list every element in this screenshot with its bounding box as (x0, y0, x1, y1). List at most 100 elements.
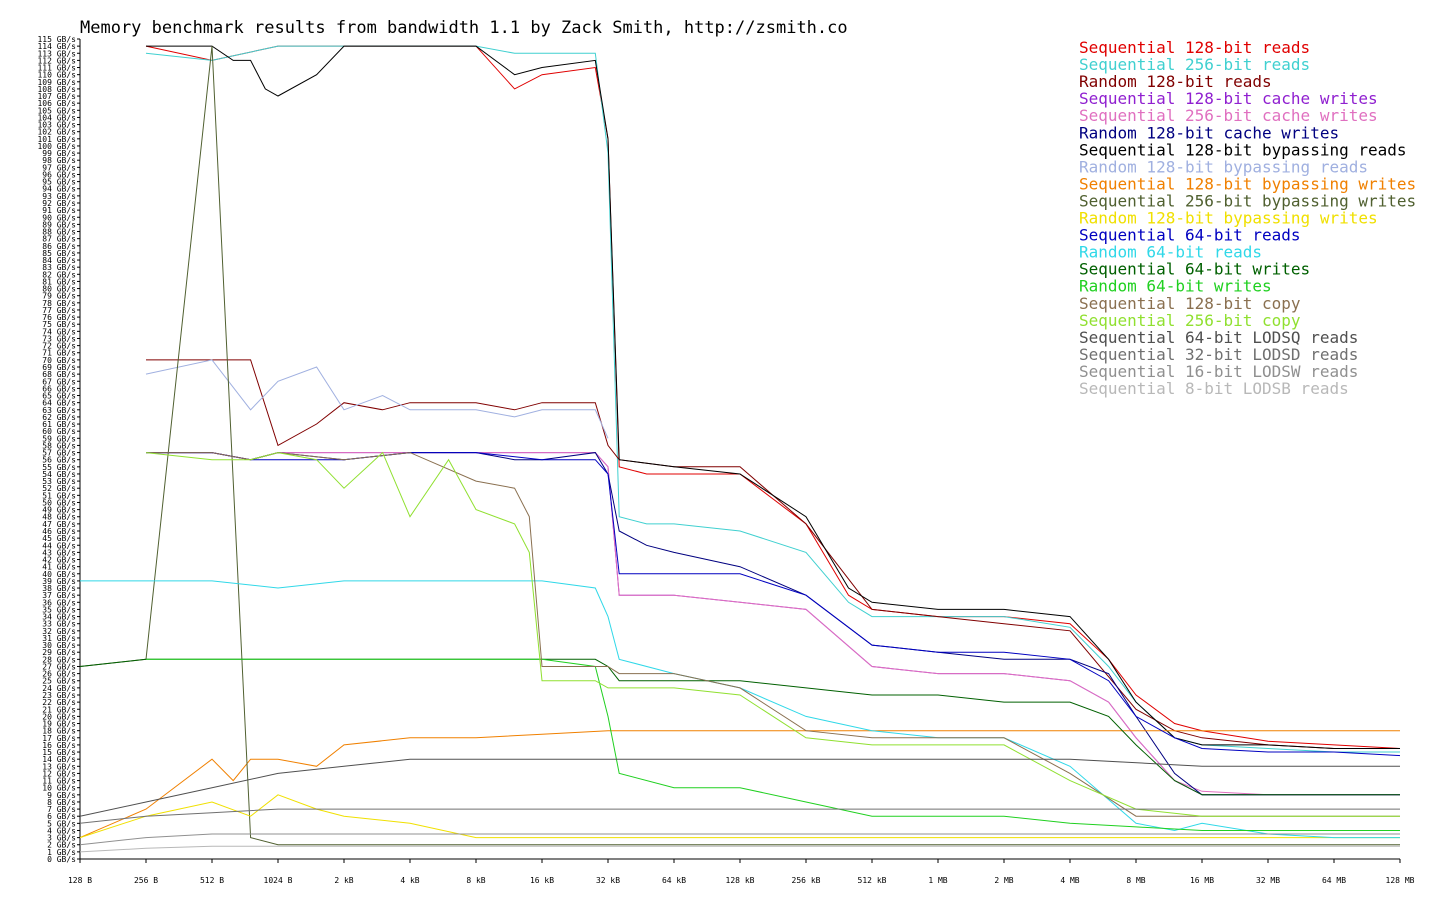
y-tick-label: 86 GB/s (42, 242, 76, 251)
x-tick-label: 32 kB (596, 876, 620, 885)
y-tick-label: 56 GB/s (42, 456, 76, 465)
series-line-20 (79, 833, 1400, 846)
x-tick-label: 256 kB (792, 876, 821, 885)
series-line-10 (79, 46, 1400, 846)
legend-entry-10: Sequential 256-bit bypassing writes (1079, 191, 1416, 210)
x-tick-label: 256 B (134, 876, 158, 885)
y-tick-label: 58 GB/s (42, 441, 76, 450)
series-line-8 (145, 359, 609, 439)
x-tick-labels: 128 B 256 B 512 B 1024 B 2 kB 4 kB 8 kB 16 kB 32… (68, 859, 1415, 885)
y-tick-label: 53 GB/s (42, 477, 76, 486)
y-tick-label: 49 GB/s (42, 506, 76, 515)
y-tick-label: 26 GB/s (42, 670, 76, 679)
y-tick-label: 107 GB/s (37, 92, 76, 101)
series-line-5 (146, 452, 1400, 796)
y-tick-label: 76 GB/s (42, 313, 76, 322)
x-tick-label: 8 kB (466, 876, 485, 885)
y-tick-label: 61 GB/s (42, 420, 76, 429)
y-tick-label: 77 GB/s (42, 306, 76, 315)
x-tick-label: 16 kB (530, 876, 554, 885)
y-tick-label: 45 GB/s (42, 534, 76, 543)
legend-entry-18: Sequential 64-bit LODSQ reads (1079, 328, 1358, 347)
y-tick-label: 112 GB/s (37, 56, 76, 65)
y-tick-label: 7 GB/s (47, 805, 76, 814)
x-tick-label: 512 kB (858, 876, 887, 885)
legend-entry-20: Sequential 16-bit LODSW reads (1079, 362, 1358, 381)
y-tick-label: 12 GB/s (42, 769, 76, 778)
y-tick-label: 13 GB/s (42, 762, 76, 771)
legend-entry-6: Random 128-bit cache writes (1079, 123, 1339, 142)
y-tick-label: 65 GB/s (42, 392, 76, 401)
y-tick-label: 4 GB/s (47, 826, 76, 835)
y-tick-label: 48 GB/s (42, 513, 76, 522)
y-tick-label: 54 GB/s (42, 470, 76, 479)
x-tick-label: 8 MB (1126, 876, 1145, 885)
y-tick-label: 20 GB/s (42, 712, 76, 721)
y-tick-label: 2 GB/s (47, 841, 76, 850)
x-tick-label: 1024 B (264, 876, 293, 885)
y-tick-label: 19 GB/s (42, 720, 76, 729)
y-tick-label: 89 GB/s (42, 220, 76, 229)
legend-entry-15: Random 64-bit writes (1079, 277, 1272, 296)
y-tick-label: 66 GB/s (42, 384, 76, 393)
x-tick-label: 128 MB (1386, 876, 1415, 885)
chart-title: Memory benchmark results from bandwidth … (80, 18, 848, 38)
y-tick-label: 35 GB/s (42, 605, 76, 614)
y-tick-label: 41 GB/s (42, 563, 76, 572)
y-tick-label: 27 GB/s (42, 662, 76, 671)
y-tick-label: 39 GB/s (42, 577, 76, 586)
legend-entry-3: Random 128-bit reads (1079, 72, 1272, 91)
y-tick-label: 24 GB/s (42, 684, 76, 693)
y-tick-label: 104 GB/s (37, 113, 76, 122)
y-tick-label: 92 GB/s (42, 199, 76, 208)
series-line-3 (146, 359, 1400, 749)
y-tick-label: 42 GB/s (42, 556, 76, 565)
y-tick-label: 47 GB/s (42, 520, 76, 529)
x-tick-label: 16 MB (1190, 876, 1214, 885)
legend-entry-17: Sequential 256-bit copy (1079, 311, 1301, 330)
y-tick-label: 37 GB/s (42, 591, 76, 600)
y-tick-label: 93 GB/s (42, 192, 76, 201)
y-tick-label: 84 GB/s (42, 256, 76, 265)
x-tick-label: 2 MB (994, 876, 1013, 885)
x-tick-label: 128 B (68, 876, 92, 885)
y-tick-label: 60 GB/s (42, 427, 76, 436)
y-tick-label: 32 GB/s (42, 627, 76, 636)
y-tick-label: 94 GB/s (42, 185, 76, 194)
series-line-14 (79, 658, 1400, 796)
legend-entry-13: Random 64-bit reads (1079, 243, 1262, 262)
y-tick-label: 16 GB/s (42, 741, 76, 750)
legend-entry-7: Sequential 128-bit bypassing reads (1079, 140, 1407, 159)
y-tick-label: 69 GB/s (42, 363, 76, 372)
y-tick-label: 96 GB/s (42, 170, 76, 179)
y-tick-label: 43 GB/s (42, 548, 76, 557)
y-tick-label: 21 GB/s (42, 705, 76, 714)
y-tick-label: 70 GB/s (42, 356, 76, 365)
y-tick-label: 115 GB/s (37, 35, 76, 44)
y-tick-label: 88 GB/s (42, 228, 76, 237)
legend-entry-11: Random 128-bit bypassing writes (1079, 209, 1378, 228)
series-line-16 (146, 452, 1400, 817)
y-tick-label: 1 GB/s (47, 848, 76, 857)
series-line-4 (146, 452, 1400, 796)
y-tick-label: 10 GB/s (42, 784, 76, 793)
series-line-15 (146, 658, 1400, 831)
y-tick-label: 18 GB/s (42, 727, 76, 736)
y-tick-label: 33 GB/s (42, 620, 76, 629)
legend-entry-8: Random 128-bit bypassing reads (1079, 157, 1368, 176)
y-tick-label: 3 GB/s (47, 834, 76, 843)
y-tick-label: 50 GB/s (42, 498, 76, 507)
y-tick-label: 6 GB/s (47, 812, 76, 821)
y-tick-label: 22 GB/s (42, 698, 76, 707)
y-tick-label: 113 GB/s (37, 49, 76, 58)
y-tick-label: 25 GB/s (42, 677, 76, 686)
series-line-17 (145, 451, 1400, 817)
y-tick-label: 101 GB/s (37, 135, 76, 144)
y-tick-label: 109 GB/s (37, 78, 76, 87)
y-tick-label: 46 GB/s (42, 527, 76, 536)
legend-entry-19: Sequential 32-bit LODSD reads (1079, 345, 1358, 364)
series-line-13 (80, 580, 1400, 839)
y-tick-label: 114 GB/s (37, 42, 76, 51)
legend-entry-4: Sequential 128-bit cache writes (1079, 89, 1378, 108)
